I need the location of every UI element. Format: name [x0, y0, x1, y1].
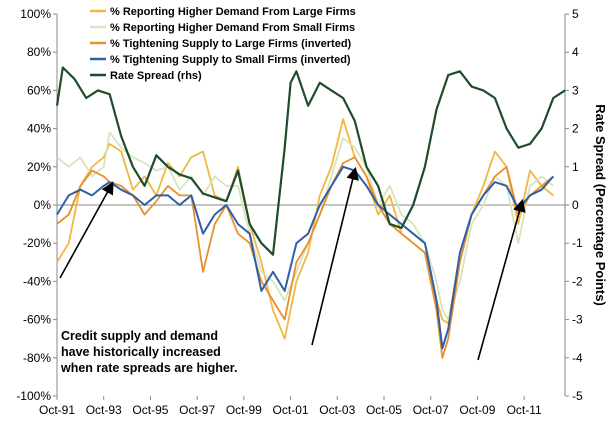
- y-left-tick-label: -60%: [23, 313, 51, 327]
- y-right-tick-label: -1: [572, 236, 583, 250]
- series-line-5: [55, 66, 566, 256]
- x-axis-ticks: Oct-91 Oct-93 Oct-95 Oct-97 Oct-99 Oct-01 Oct-…: [39, 396, 542, 417]
- y-left-tick-label: 80%: [27, 45, 51, 59]
- y-right-tick-label: 5: [572, 7, 579, 21]
- y-right-tick-label: 2: [572, 122, 579, 136]
- y-left-tick-label: -20%: [23, 236, 51, 250]
- x-tick-label: Oct-99: [226, 403, 262, 417]
- x-tick-label: Oct-93: [86, 403, 122, 417]
- y-left-tick-label: 0%: [34, 198, 52, 212]
- y-left-tick-label: 100%: [20, 7, 51, 21]
- annotation-arrow: [477, 198, 526, 361]
- x-tick-label: Oct-05: [366, 403, 402, 417]
- annotation-line: Credit supply and demand: [61, 329, 218, 343]
- y-right-tick-label: -4: [572, 351, 583, 365]
- y-right-tick-label: -5: [572, 389, 583, 403]
- legend-entry: % Reporting Higher Demand From Small Fir…: [110, 22, 355, 34]
- y-right-tick-label: 3: [572, 83, 579, 97]
- y-axis-right-label: Rate Spread (Percentage Points): [593, 104, 608, 306]
- legend-entry: % Reporting Higher Demand From Large Fir…: [110, 6, 356, 18]
- y-right-tick-label: 4: [572, 45, 579, 59]
- x-tick-label: Oct-97: [179, 403, 215, 417]
- y-left-tick-label: 20%: [27, 160, 51, 174]
- y-right-tick-label: -2: [572, 274, 583, 288]
- y-left-tick-label: 40%: [27, 122, 51, 136]
- y-axis-right-ticks: 5 4 3 2 1 0 -1 -2 -3 -4 -5: [565, 7, 583, 403]
- annotation-line: have historically increased: [61, 345, 221, 359]
- annotation-arrow: [59, 181, 114, 279]
- annotation-arrow: [311, 166, 359, 346]
- y-left-tick-label: 60%: [27, 83, 51, 97]
- x-tick-label: Oct-11: [507, 403, 542, 417]
- legend-entry: % Tightening Supply to Small Firms (inve…: [110, 54, 351, 66]
- x-tick-label: Oct-09: [459, 403, 495, 417]
- series-line-4: [56, 165, 555, 350]
- y-right-tick-label: 0: [572, 198, 579, 212]
- x-tick-label: Oct-03: [319, 403, 355, 417]
- legend-entry: Rate Spread (rhs): [110, 70, 202, 82]
- x-tick-label: Oct-91: [39, 403, 75, 417]
- y-right-tick-label: 1: [572, 160, 579, 174]
- series-line-1: [56, 118, 554, 340]
- y-axis-left-ticks: 100% 80% 60% 40% 20% 0% -20% -40% -60% -80% -100%: [16, 7, 57, 403]
- y-left-tick-label: -80%: [23, 351, 51, 365]
- annotation-line: when rate spreads are higher.: [60, 361, 237, 375]
- annotation-text: Credit supply and demand have historicall…: [60, 329, 237, 375]
- y-left-tick-label: -100%: [16, 389, 51, 403]
- y-right-tick-label: -3: [572, 313, 583, 327]
- x-tick-label: Oct-95: [132, 403, 168, 417]
- y-left-tick-label: -40%: [23, 274, 51, 288]
- x-tick-label: Oct-01: [273, 403, 309, 417]
- x-tick-label: Oct-07: [413, 403, 449, 417]
- legend-entry: % Tightening Supply to Large Firms (inve…: [110, 38, 352, 50]
- annotation-arrows: [59, 166, 526, 361]
- legend: % Reporting Higher Demand From Large Fir…: [90, 6, 356, 82]
- series-lines: [55, 66, 566, 359]
